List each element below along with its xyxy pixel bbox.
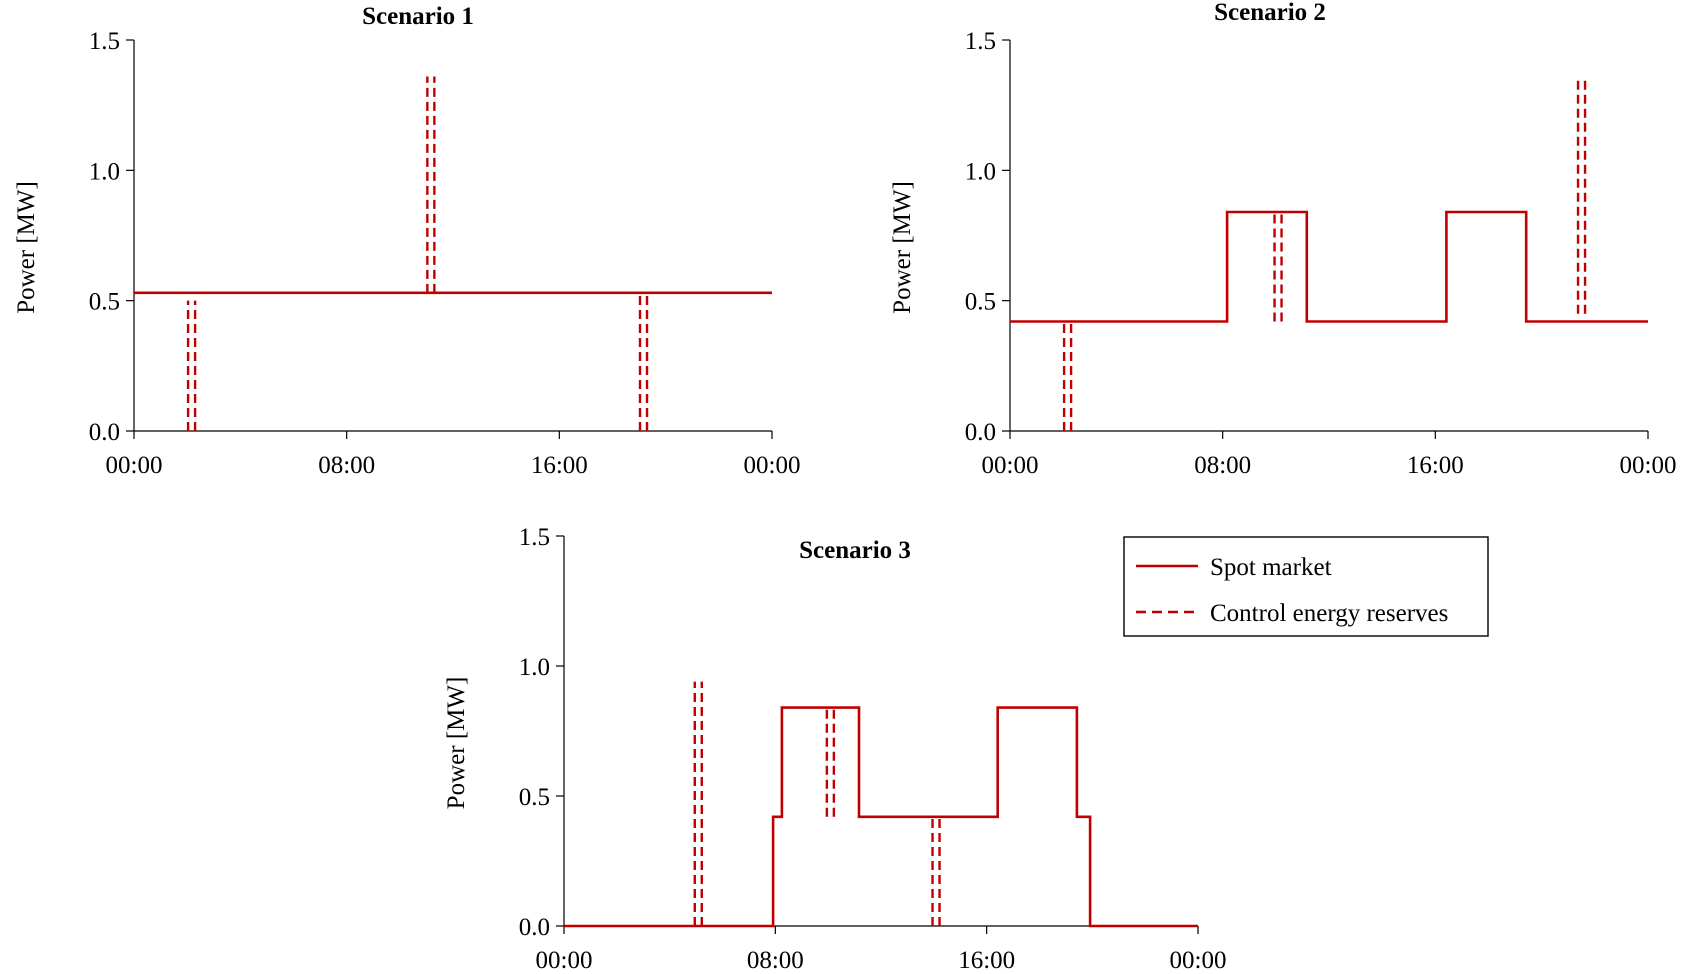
legend: Spot market Control energy reserves xyxy=(1123,536,1489,637)
y-tick-label: 1.0 xyxy=(89,158,120,185)
chart-scenario-1: Scenario 1 0.0 0.5 1.0 1.5 00:00 08:00 16:00 00:… xyxy=(13,3,800,479)
chart-title: Scenario 1 xyxy=(362,3,474,30)
y-axis-title: Power [MW] xyxy=(443,677,470,810)
y-axis-title: Power [MW] xyxy=(889,181,916,314)
x-tick-label: 08:00 xyxy=(747,947,804,974)
x-tick-label: 08:00 xyxy=(318,452,375,479)
chart-title: Scenario 2 xyxy=(1214,0,1326,26)
x-tick-label: 16:00 xyxy=(1407,452,1464,479)
y-tick-label: 0.0 xyxy=(965,419,996,446)
x-tick-label: 00:00 xyxy=(744,452,801,479)
chart-scenario-2: Scenario 2 0.0 0.5 1.0 1.5 00:00 08:00 16:00 00:… xyxy=(889,0,1676,479)
legend-label: Spot market xyxy=(1210,554,1332,581)
x-tick-label: 00:00 xyxy=(106,452,163,479)
x-tick-label: 16:00 xyxy=(531,452,588,479)
y-tick-label: 0.5 xyxy=(965,289,996,316)
y-tick-label: 1.5 xyxy=(519,524,550,551)
x-tick-label: 00:00 xyxy=(1620,452,1677,479)
legend-box xyxy=(1123,536,1489,637)
y-tick-label: 0.0 xyxy=(519,914,550,941)
x-tick-label: 08:00 xyxy=(1194,452,1251,479)
y-tick-label: 0.0 xyxy=(89,419,120,446)
x-tick-label: 16:00 xyxy=(958,947,1015,974)
y-tick-label: 1.5 xyxy=(965,28,996,55)
y-tick-label: 0.5 xyxy=(519,784,550,811)
y-tick-label: 1.0 xyxy=(965,158,996,185)
y-tick-label: 1.0 xyxy=(519,654,550,681)
x-tick-label: 00:00 xyxy=(536,947,593,974)
spot-market-line xyxy=(1010,210,1648,323)
x-tick-label: 00:00 xyxy=(982,452,1039,479)
spot-market-line xyxy=(564,706,1198,928)
chart-title: Scenario 3 xyxy=(799,537,911,564)
legend-label: Control energy reserves xyxy=(1210,600,1448,627)
y-axis-title: Power [MW] xyxy=(13,181,40,314)
y-tick-label: 1.5 xyxy=(89,28,120,55)
y-tick-label: 0.5 xyxy=(89,289,120,316)
x-tick-label: 00:00 xyxy=(1170,947,1227,974)
chart-scenario-3: Scenario 3 0.0 0.5 1.0 1.5 00:00 08:00 16:00 00:… xyxy=(443,524,1226,974)
